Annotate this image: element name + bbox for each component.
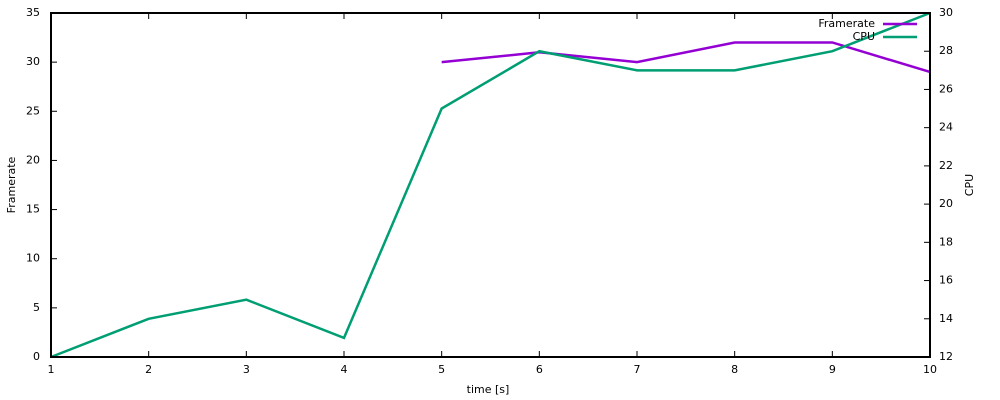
x-tick-label: 1 [48, 363, 55, 376]
y2-tick-label: 18 [939, 235, 953, 248]
y-tick-label: 10 [26, 252, 40, 265]
y-tick-label: 25 [26, 104, 40, 117]
x-tick-label: 7 [634, 363, 641, 376]
y-tick-label: 15 [26, 203, 40, 216]
x-tick-label: 4 [341, 363, 348, 376]
legend-label: Framerate [818, 17, 875, 30]
y2-tick-label: 22 [939, 159, 953, 172]
y-tick-label: 5 [33, 301, 40, 314]
y-tick-label: 20 [26, 153, 40, 166]
plot-border [50, 12, 931, 358]
series-line [441, 41, 931, 74]
x-tick-label: 5 [438, 363, 445, 376]
y-tick-label: 35 [26, 6, 40, 19]
y2-tick-label: 24 [939, 121, 953, 134]
y2-tick-label: 26 [939, 82, 953, 95]
y2-axis-label: CPU [963, 174, 976, 196]
y-axis-label: Framerate [5, 156, 18, 213]
y-tick-label: 0 [33, 350, 40, 363]
y2-tick-label: 14 [939, 312, 953, 325]
legend-label: CPU [853, 30, 875, 43]
y2-tick-label: 20 [939, 197, 953, 210]
y2-tick-label: 28 [939, 44, 953, 57]
y2-tick-label: 30 [939, 6, 953, 19]
x-tick-label: 6 [536, 363, 543, 376]
x-tick-label: 2 [145, 363, 152, 376]
x-tick-label: 10 [923, 363, 937, 376]
x-tick-label: 8 [731, 363, 738, 376]
y2-tick-label: 12 [939, 350, 953, 363]
x-tick-label: 3 [243, 363, 250, 376]
y2-tick-label: 16 [939, 274, 953, 287]
x-tick-label: 9 [829, 363, 836, 376]
y-tick-label: 30 [26, 55, 40, 68]
series-line [50, 11, 931, 359]
x-axis-label: time [s] [467, 383, 510, 396]
